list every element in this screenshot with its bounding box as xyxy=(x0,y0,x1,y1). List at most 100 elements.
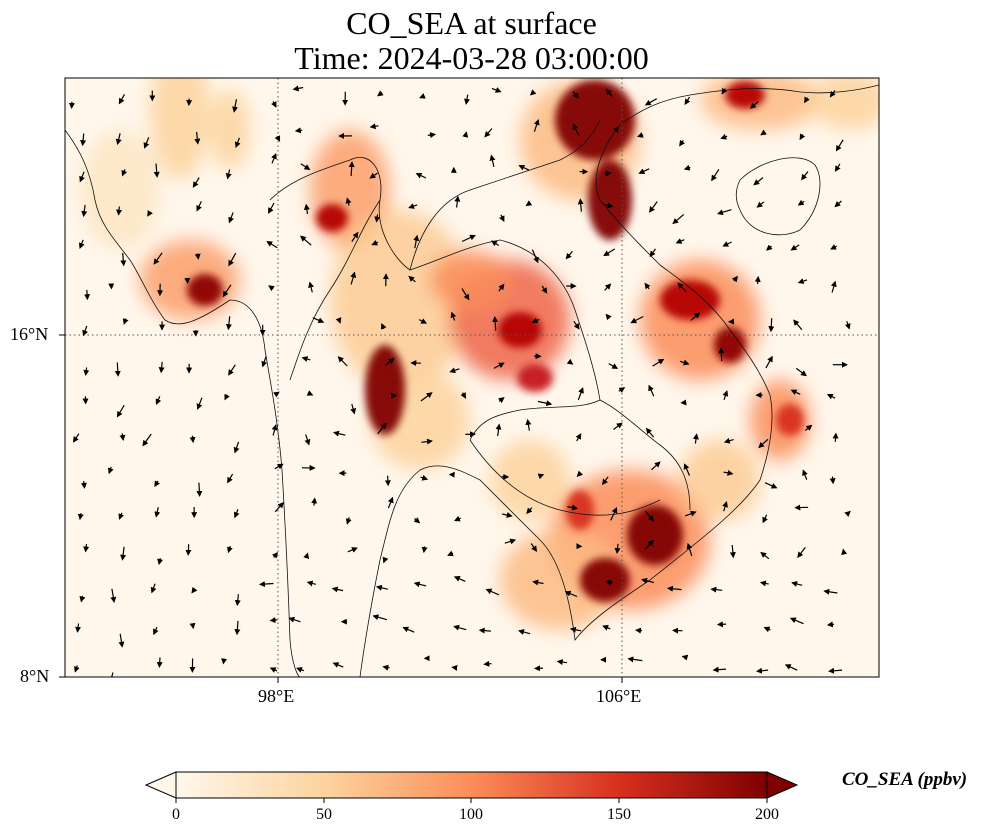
wind-arrow xyxy=(271,551,279,559)
wind-arrow xyxy=(194,253,201,260)
wind-arrow xyxy=(228,364,236,376)
wind-arrow xyxy=(273,391,280,398)
wind-arrow xyxy=(413,517,421,524)
border xyxy=(409,119,601,271)
wind-arrow xyxy=(834,200,842,208)
wind-arrow xyxy=(153,252,163,265)
wind-arrow xyxy=(530,543,538,552)
wind-arrow xyxy=(233,509,240,519)
wind-arrow xyxy=(331,586,344,593)
wind-arrow xyxy=(77,512,84,521)
wind-arrow xyxy=(274,463,284,470)
wind-arrow xyxy=(797,199,805,206)
wind-arrow xyxy=(492,316,499,331)
wind-arrow xyxy=(556,659,568,666)
wind-arrow xyxy=(453,576,466,582)
wind-arrow xyxy=(415,172,427,179)
wind-arrow xyxy=(605,313,612,321)
wind-arrow xyxy=(612,126,619,133)
wind-arrow xyxy=(526,507,533,514)
wind-arrow xyxy=(115,133,122,146)
co-plume xyxy=(490,440,570,520)
wind-arrow xyxy=(350,403,356,415)
co-hotspot xyxy=(566,490,594,530)
wind-arrow xyxy=(374,214,381,223)
wind-arrow xyxy=(304,434,311,446)
wind-arrow xyxy=(296,667,305,673)
wind-arrow xyxy=(83,543,90,553)
wind-arrow xyxy=(834,163,841,172)
wind-arrow xyxy=(641,577,655,584)
wind-arrow xyxy=(635,627,643,634)
co-plume xyxy=(150,78,210,180)
wind-arrow xyxy=(120,252,127,267)
wind-arrow xyxy=(191,586,198,594)
co-plume xyxy=(430,250,510,310)
wind-arrow xyxy=(677,282,687,292)
border xyxy=(469,439,661,516)
wind-arrow xyxy=(721,87,728,95)
wind-arrow xyxy=(686,542,693,557)
co-hotspot xyxy=(627,505,683,565)
wind-arrow xyxy=(347,547,358,553)
wind-arrow xyxy=(81,204,88,218)
wind-arrow xyxy=(601,476,609,486)
wind-arrow xyxy=(758,438,769,449)
wind-arrow xyxy=(453,515,461,522)
co-plume xyxy=(210,90,250,170)
map-subtitle: Time: 2024-03-28 03:00:00 xyxy=(294,40,649,76)
wind-arrow xyxy=(153,163,160,178)
wind-arrow xyxy=(801,171,809,181)
wind-arrow xyxy=(802,469,808,480)
wind-arrow xyxy=(645,539,654,550)
wind-arrow xyxy=(525,418,532,431)
co-hotspot xyxy=(776,404,804,436)
wind-arrow xyxy=(565,250,573,260)
wind-arrow xyxy=(731,275,738,283)
wind-arrow xyxy=(110,588,117,603)
wind-arrow xyxy=(382,556,389,564)
wind-arrow xyxy=(143,137,150,149)
wind-arrow xyxy=(228,252,237,267)
wind-arrow xyxy=(413,234,420,249)
wind-arrow xyxy=(793,319,803,331)
wind-arrow xyxy=(613,422,623,430)
wind-arrow xyxy=(830,280,837,293)
wind-arrow xyxy=(271,152,277,164)
wind-arrow xyxy=(572,91,579,99)
wind-arrow xyxy=(369,123,379,130)
wind-arrow xyxy=(306,390,314,396)
wind-arrow xyxy=(118,633,125,648)
wind-arrow xyxy=(638,168,650,174)
wind-arrow xyxy=(196,397,203,410)
wind-arrow xyxy=(681,654,689,661)
wind-arrow xyxy=(754,275,761,285)
wind-arrow xyxy=(572,123,580,136)
wind-arrow xyxy=(294,127,303,134)
wind-arrow xyxy=(603,202,614,209)
wind-arrow xyxy=(116,206,123,216)
wind-arrow xyxy=(478,627,491,634)
wind-arrow xyxy=(408,275,416,283)
wind-arrow xyxy=(529,89,537,96)
wind-arrow xyxy=(502,512,513,518)
wind-arrow xyxy=(461,288,470,301)
wind-arrow xyxy=(154,480,161,488)
wind-arrow xyxy=(763,626,771,633)
wind-arrow xyxy=(418,318,428,324)
wind-arrow xyxy=(797,547,806,558)
wind-arrow xyxy=(532,579,544,586)
wind-arrow xyxy=(408,203,418,209)
wind-arrow xyxy=(116,404,125,418)
wind-arrow xyxy=(73,665,80,673)
wind-arrow xyxy=(372,614,388,621)
wind-arrow xyxy=(648,201,658,213)
wind-arrow xyxy=(729,544,736,559)
wind-arrow xyxy=(268,285,275,292)
wind-arrow xyxy=(333,430,346,437)
wind-arrow xyxy=(234,137,241,149)
wind-arrow xyxy=(830,244,838,250)
wind-arrow xyxy=(749,101,759,109)
